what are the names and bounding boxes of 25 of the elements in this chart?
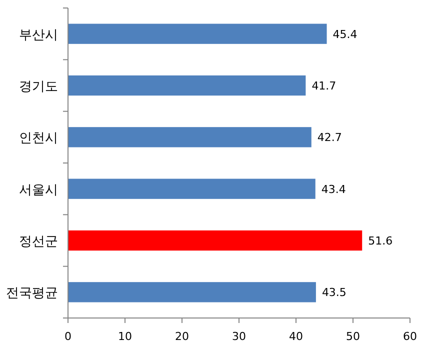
- y-tick-label: 부산시: [19, 28, 58, 43]
- x-tick-label: 10: [118, 330, 132, 343]
- x-tick-label: 40: [289, 330, 303, 343]
- bar: [68, 127, 312, 148]
- bar: [68, 230, 362, 251]
- x-tick-label: 30: [232, 330, 246, 343]
- data-label: 41.7: [312, 80, 336, 92]
- x-tick-label: 0: [64, 330, 72, 343]
- y-tick-label: 정선군: [19, 234, 58, 250]
- x-tick-label: 50: [346, 330, 360, 343]
- y-tick-label: 전국평균: [6, 286, 58, 302]
- data-label: 43.5: [322, 286, 346, 300]
- y-tick-label: 서울시: [19, 182, 58, 198]
- y-tick-label: 경기도: [19, 80, 58, 94]
- x-tick-label: 20: [175, 330, 189, 343]
- bar: [68, 282, 316, 302]
- x-tick-label: 60: [403, 330, 417, 343]
- bar: [68, 75, 306, 96]
- bar: [68, 178, 316, 199]
- data-label: 51.6: [368, 234, 393, 248]
- data-label: 42.7: [317, 131, 342, 144]
- bar: [68, 24, 327, 44]
- data-label: 45.4: [332, 28, 358, 41]
- y-tick-label: 인천시: [19, 131, 58, 146]
- data-label: 43.4: [321, 182, 346, 196]
